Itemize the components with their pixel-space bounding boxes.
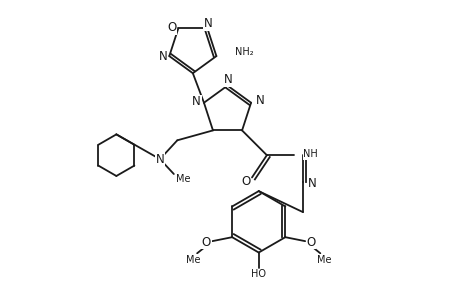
Text: N: N [224,73,232,86]
Text: HO: HO [251,269,266,279]
Text: Me: Me [186,255,200,265]
Text: O: O [202,236,211,249]
Text: N: N [255,94,264,107]
Text: Me: Me [176,174,190,184]
Text: NH: NH [302,149,317,159]
Text: O: O [167,21,176,34]
Text: N: N [204,17,213,30]
Text: O: O [306,236,315,249]
Text: N: N [192,95,201,108]
Text: O: O [241,175,250,188]
Text: N: N [307,177,316,190]
Text: N: N [159,50,168,63]
Text: Me: Me [316,255,330,265]
Text: NH₂: NH₂ [235,47,253,57]
Text: N: N [155,153,164,166]
